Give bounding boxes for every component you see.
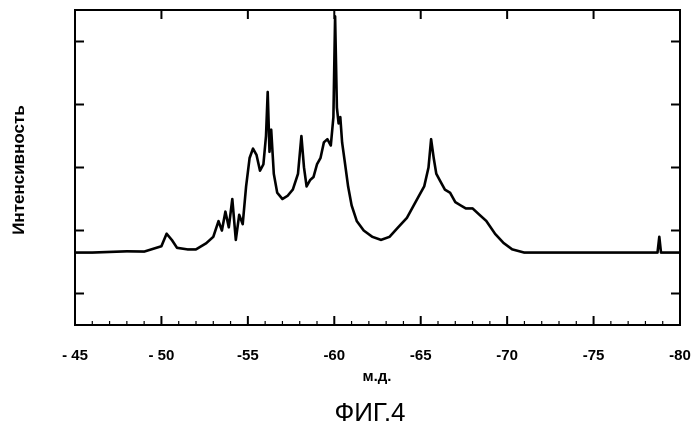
- y-axis-ticks: [75, 42, 680, 294]
- x-tick-label: -65: [410, 347, 432, 364]
- x-tick-label: -80: [669, 347, 691, 364]
- x-tick-label: -60: [323, 347, 345, 364]
- y-axis-title: Интенсивность: [9, 105, 28, 235]
- x-axis-tick-labels: - 45 - 50 -55 -60 -65 -70 -75 -80: [62, 347, 691, 364]
- x-axis-ticks: [75, 10, 680, 325]
- plot-border: [75, 10, 680, 325]
- x-tick-label: - 50: [148, 347, 174, 364]
- x-tick-label: -55: [237, 347, 259, 364]
- spectrum-line: [75, 16, 680, 252]
- x-axis-title: м.д.: [363, 368, 392, 385]
- figure-caption: ФИГ.4: [334, 397, 405, 427]
- x-tick-label: -75: [583, 347, 605, 364]
- plot-frame: [75, 10, 680, 325]
- x-tick-label: - 45: [62, 347, 88, 364]
- x-tick-label: -70: [496, 347, 518, 364]
